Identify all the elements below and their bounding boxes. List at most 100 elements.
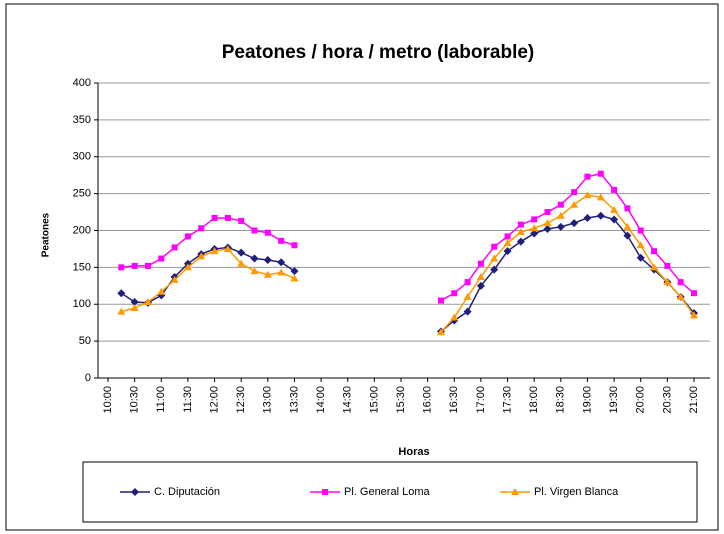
data-point xyxy=(184,233,191,240)
y-tick-label: 200 xyxy=(73,224,91,236)
data-point xyxy=(596,211,605,220)
data-point xyxy=(610,205,619,213)
data-point xyxy=(556,222,565,231)
data-point xyxy=(211,214,218,221)
x-tick-label: 13:00 xyxy=(262,386,274,414)
data-point xyxy=(530,229,539,238)
x-tick-label: 13:30 xyxy=(288,386,300,414)
x-axis-title: Horas xyxy=(398,446,429,458)
x-tick-label: 20:00 xyxy=(635,386,647,414)
data-point xyxy=(238,217,245,224)
data-point xyxy=(677,279,684,286)
data-point xyxy=(476,272,485,280)
data-point xyxy=(290,267,299,276)
data-point xyxy=(197,252,206,260)
data-point xyxy=(690,311,698,319)
y-axis-title: Peatones xyxy=(41,212,52,257)
x-tick-label: 14:00 xyxy=(315,386,327,414)
data-point xyxy=(490,265,499,274)
data-point xyxy=(664,262,671,269)
data-point xyxy=(543,225,552,234)
data-point xyxy=(530,224,539,232)
data-point xyxy=(516,227,525,235)
data-point xyxy=(531,216,538,223)
data-point xyxy=(623,222,632,230)
data-point xyxy=(636,241,645,249)
data-point xyxy=(597,170,604,177)
x-tick-label: 18:00 xyxy=(528,386,540,414)
y-tick-label: 100 xyxy=(73,298,91,310)
data-point xyxy=(517,221,524,228)
x-tick-label: 12:00 xyxy=(208,386,220,414)
data-point xyxy=(570,200,579,208)
data-point xyxy=(503,247,512,256)
legend-box xyxy=(82,461,698,523)
y-tick-label: 150 xyxy=(73,261,91,273)
legend-marker xyxy=(322,489,328,495)
data-point xyxy=(570,219,579,228)
data-point xyxy=(544,209,551,216)
legend-label: C. Diputación xyxy=(154,486,220,498)
data-point xyxy=(250,254,259,263)
data-point xyxy=(263,270,272,278)
data-point xyxy=(490,254,499,262)
x-tick-label: 17:00 xyxy=(475,386,487,414)
y-tick-label: 0 xyxy=(85,372,91,384)
data-point xyxy=(264,229,271,236)
data-point xyxy=(171,244,178,251)
data-point xyxy=(477,260,484,267)
data-point xyxy=(463,307,472,316)
x-tick-label: 10:00 xyxy=(102,386,114,414)
data-point xyxy=(691,290,697,297)
data-point xyxy=(436,328,445,336)
data-point xyxy=(611,186,618,193)
data-point xyxy=(158,255,165,262)
x-tick-label: 15:30 xyxy=(395,386,407,414)
data-point xyxy=(464,279,471,286)
data-point xyxy=(583,213,592,222)
x-tick-label: 11:30 xyxy=(182,386,194,413)
data-point xyxy=(144,262,151,269)
data-point xyxy=(650,263,659,271)
x-tick-label: 14:30 xyxy=(342,386,354,414)
data-point xyxy=(504,233,511,240)
data-point xyxy=(291,242,298,249)
x-tick-label: 16:00 xyxy=(422,386,434,414)
data-point xyxy=(130,303,139,311)
data-point xyxy=(117,307,126,315)
data-point xyxy=(610,215,619,224)
data-point xyxy=(557,201,564,208)
data-point xyxy=(571,189,578,196)
y-tick-label: 50 xyxy=(79,335,91,347)
data-point xyxy=(263,256,272,264)
x-tick-label: 20:30 xyxy=(661,386,673,414)
x-tick-label: 19:30 xyxy=(608,386,620,414)
chart-title: Peatones / hora / metro (laborable) xyxy=(222,42,535,63)
data-point xyxy=(170,275,179,283)
data-point xyxy=(636,253,645,262)
data-point xyxy=(451,290,458,297)
data-point xyxy=(583,191,592,199)
y-tick-label: 300 xyxy=(73,151,91,163)
x-tick-label: 18:30 xyxy=(555,386,567,414)
x-tick-label: 21:00 xyxy=(688,386,700,414)
data-point xyxy=(663,278,672,286)
x-tick-label: 15:00 xyxy=(368,386,380,414)
data-point xyxy=(278,237,285,244)
data-point xyxy=(584,173,591,180)
data-point xyxy=(223,244,232,252)
legend-marker xyxy=(511,488,519,495)
y-tick-label: 250 xyxy=(73,188,91,200)
x-tick-label: 17:30 xyxy=(501,386,513,414)
data-point xyxy=(290,274,299,282)
data-point xyxy=(596,193,605,201)
data-point xyxy=(450,313,459,321)
legend-marker xyxy=(131,488,139,496)
data-point xyxy=(651,248,658,255)
data-point xyxy=(556,211,565,219)
data-point xyxy=(237,259,246,267)
data-point xyxy=(437,297,444,304)
data-point xyxy=(143,298,152,306)
data-point xyxy=(131,262,138,269)
